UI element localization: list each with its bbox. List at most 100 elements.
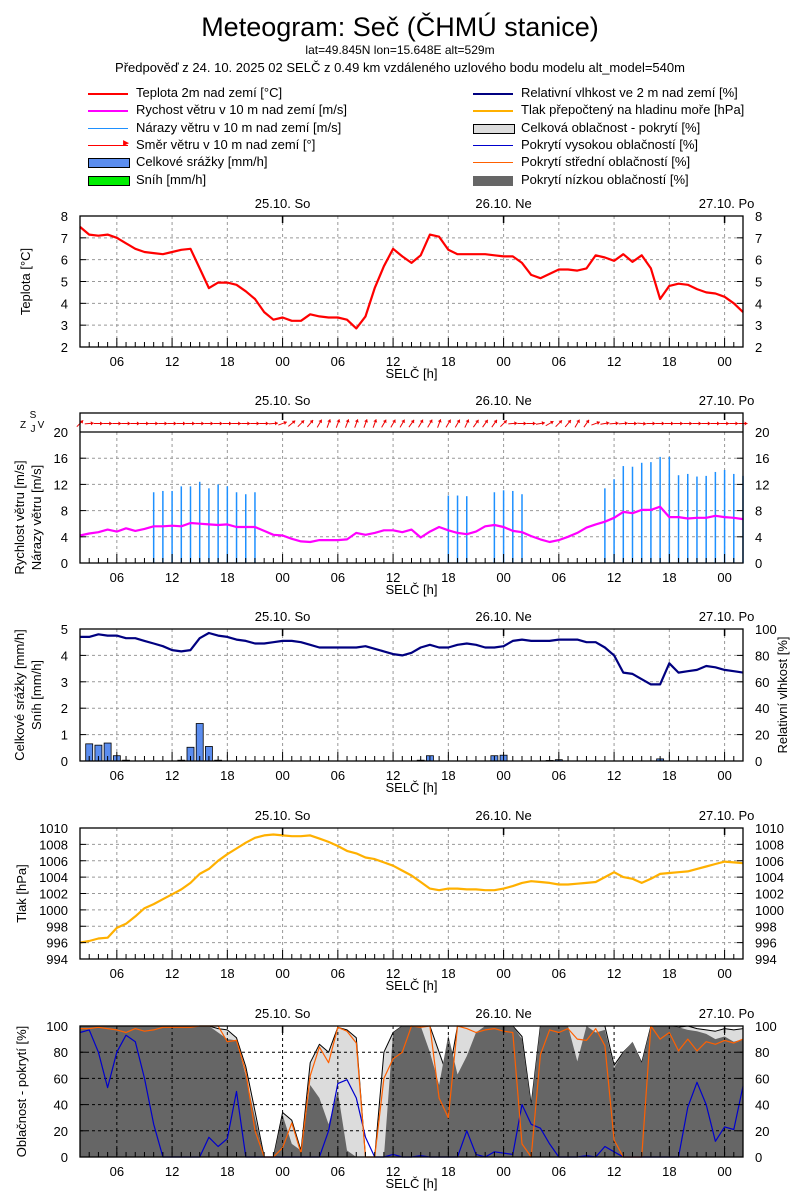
y-tick-label-right: 100 — [755, 622, 777, 637]
legend-symbol-icon — [88, 93, 128, 95]
y-tick-label-right: 1006 — [755, 854, 784, 869]
y-tick-label: 1010 — [39, 821, 68, 836]
day-label: 25.10. So — [255, 1006, 311, 1021]
day-label: 26.10. Ne — [475, 1006, 531, 1021]
x-tick-label: 06 — [331, 966, 345, 981]
arrow-head — [219, 421, 223, 426]
legend-label: Tlak přepočtený na hladinu moře [hPa] — [521, 102, 745, 118]
x-tick-label: 06 — [110, 1164, 124, 1179]
arrow-head — [90, 421, 94, 426]
compass-south: J — [31, 424, 36, 435]
wind-direction-arrow-icon — [729, 421, 739, 426]
x-tick-label: 06 — [110, 768, 124, 783]
wind-direction-arrow-icon — [130, 421, 140, 426]
x-tick-label: 00 — [496, 768, 510, 783]
x-tick-label: 06 — [331, 354, 345, 369]
legend-symbol-icon — [88, 175, 130, 186]
legend-symbol-icon — [473, 93, 513, 95]
arrow-head — [100, 421, 103, 426]
wind-direction-arrow-icon — [139, 421, 149, 426]
arrow-head — [256, 421, 260, 426]
x-tick-label: 12 — [165, 570, 179, 585]
y-tick-label: 4 — [61, 296, 68, 311]
legend-symbol-icon: ► — [88, 138, 131, 149]
y-tick-label-right: 60 — [755, 1071, 769, 1086]
wind-direction-arrow-icon — [508, 421, 518, 426]
arrow-head — [671, 421, 674, 426]
y-tick-label: 6 — [61, 253, 68, 268]
x-tick-label: 00 — [717, 1164, 731, 1179]
y-tick-label-right: 20 — [755, 425, 769, 440]
arrow-head — [643, 421, 647, 426]
wind-direction-arrow-icon — [591, 420, 601, 426]
pressure-line — [79, 833, 744, 944]
x-tick-label: 12 — [165, 966, 179, 981]
y-tick-label: 0 — [61, 556, 68, 571]
arrow-head — [661, 421, 665, 426]
y-tick-label-right: 8 — [755, 209, 762, 224]
legend-symbol-icon — [473, 175, 513, 186]
y-tick-label: 4 — [61, 648, 68, 663]
wind-direction-arrow-icon — [491, 419, 498, 428]
y-tick-label-right: 100 — [755, 1019, 777, 1034]
arrow-head — [456, 419, 461, 424]
x-tick-label: 18 — [220, 768, 234, 783]
x-axis-title: SELČ [h] — [385, 582, 437, 597]
y-tick-label: 20 — [54, 1124, 68, 1139]
y-tick-label: 8 — [61, 209, 68, 224]
x-tick-label: 00 — [275, 966, 289, 981]
wind-direction-arrow-icon — [535, 421, 545, 426]
y-tick-label: 7 — [61, 231, 68, 246]
day-label: 27.10. Po — [699, 196, 755, 211]
arrow-head — [558, 420, 563, 424]
y-tick-label: 60 — [54, 1071, 68, 1086]
wind-direction-arrow-icon — [316, 419, 323, 428]
y-tick-label: 3 — [61, 675, 68, 690]
low-cloud-area — [80, 1026, 743, 1157]
wind-direction-arrow-icon — [158, 421, 168, 426]
y-axis-title-2: Sníh [mm/h] — [29, 660, 44, 730]
wind-direction-arrow-icon — [517, 421, 527, 426]
y-tick-label-right: 7 — [755, 231, 762, 246]
x-axis-title: SELČ [h] — [385, 978, 437, 993]
wind-direction-arrow-icon — [437, 419, 442, 428]
wind-direction-arrow-icon — [618, 421, 628, 426]
wind-direction-arrow-icon — [545, 420, 554, 427]
x-tick-label: 12 — [165, 1164, 179, 1179]
x-tick-label: 00 — [275, 768, 289, 783]
arrow-head — [428, 419, 433, 424]
arrow-head — [585, 419, 590, 424]
temperature-line — [79, 226, 744, 330]
x-tick-label: 06 — [552, 354, 566, 369]
wind-direction-arrow-icon — [720, 421, 730, 426]
wind-direction-arrow-icon — [213, 421, 223, 426]
y-tick-label-right: 16 — [755, 451, 769, 466]
wind-direction-arrow-icon — [297, 419, 305, 428]
arrow-head — [136, 421, 140, 426]
y-tick-label: 80 — [54, 1045, 68, 1060]
wind-direction-arrow-icon — [167, 421, 177, 426]
y-tick-label: 996 — [46, 936, 68, 951]
y-tick-label-right: 20 — [755, 1124, 769, 1139]
x-tick-label: 06 — [110, 354, 124, 369]
y-tick-label-right: 5 — [755, 275, 762, 290]
y-axis-title-right: Relativní vlhkost [%] — [775, 636, 790, 753]
arrow-head — [541, 421, 545, 426]
x-tick-label: 12 — [607, 1164, 621, 1179]
wind-direction-arrow-icon — [564, 419, 572, 428]
y-tick-label-right: 994 — [755, 952, 777, 967]
legend-label: Celková oblačnost - pokrytí [%] — [521, 119, 701, 135]
day-label: 27.10. Po — [699, 808, 755, 823]
y-tick-label-right: 3 — [755, 318, 762, 333]
arrow-head — [109, 421, 113, 426]
wind-direction-arrow-icon — [418, 419, 424, 428]
arrow-head — [744, 421, 748, 426]
arrow-head — [523, 421, 527, 426]
wind-direction-arrow-icon — [326, 419, 332, 428]
x-tick-label: 18 — [662, 354, 676, 369]
wind-direction-arrow-icon — [195, 421, 205, 426]
wind-direction-arrow-icon — [204, 421, 214, 426]
arrow-head — [182, 421, 186, 426]
arrow-head — [437, 419, 442, 423]
wind-direction-arrow-icon — [583, 419, 590, 428]
